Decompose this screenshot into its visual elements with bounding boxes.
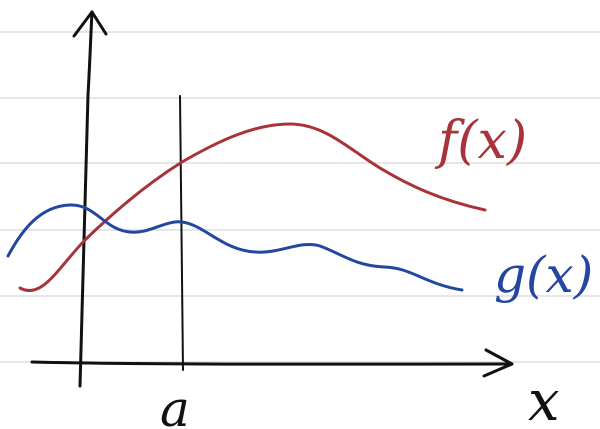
x-axis [30,360,512,366]
y-axis [78,10,94,388]
x-axis-label: x [528,369,560,429]
a-marker-label: a [160,380,190,429]
g-curve-label: g(x) [494,246,593,304]
x-axis-arrowhead [482,348,514,378]
a-vertical-line [179,95,184,371]
f-curve-label: f(x) [434,111,527,171]
g-curve [6,203,464,292]
f-curve [18,122,487,292]
y-axis-arrowhead [72,10,108,38]
